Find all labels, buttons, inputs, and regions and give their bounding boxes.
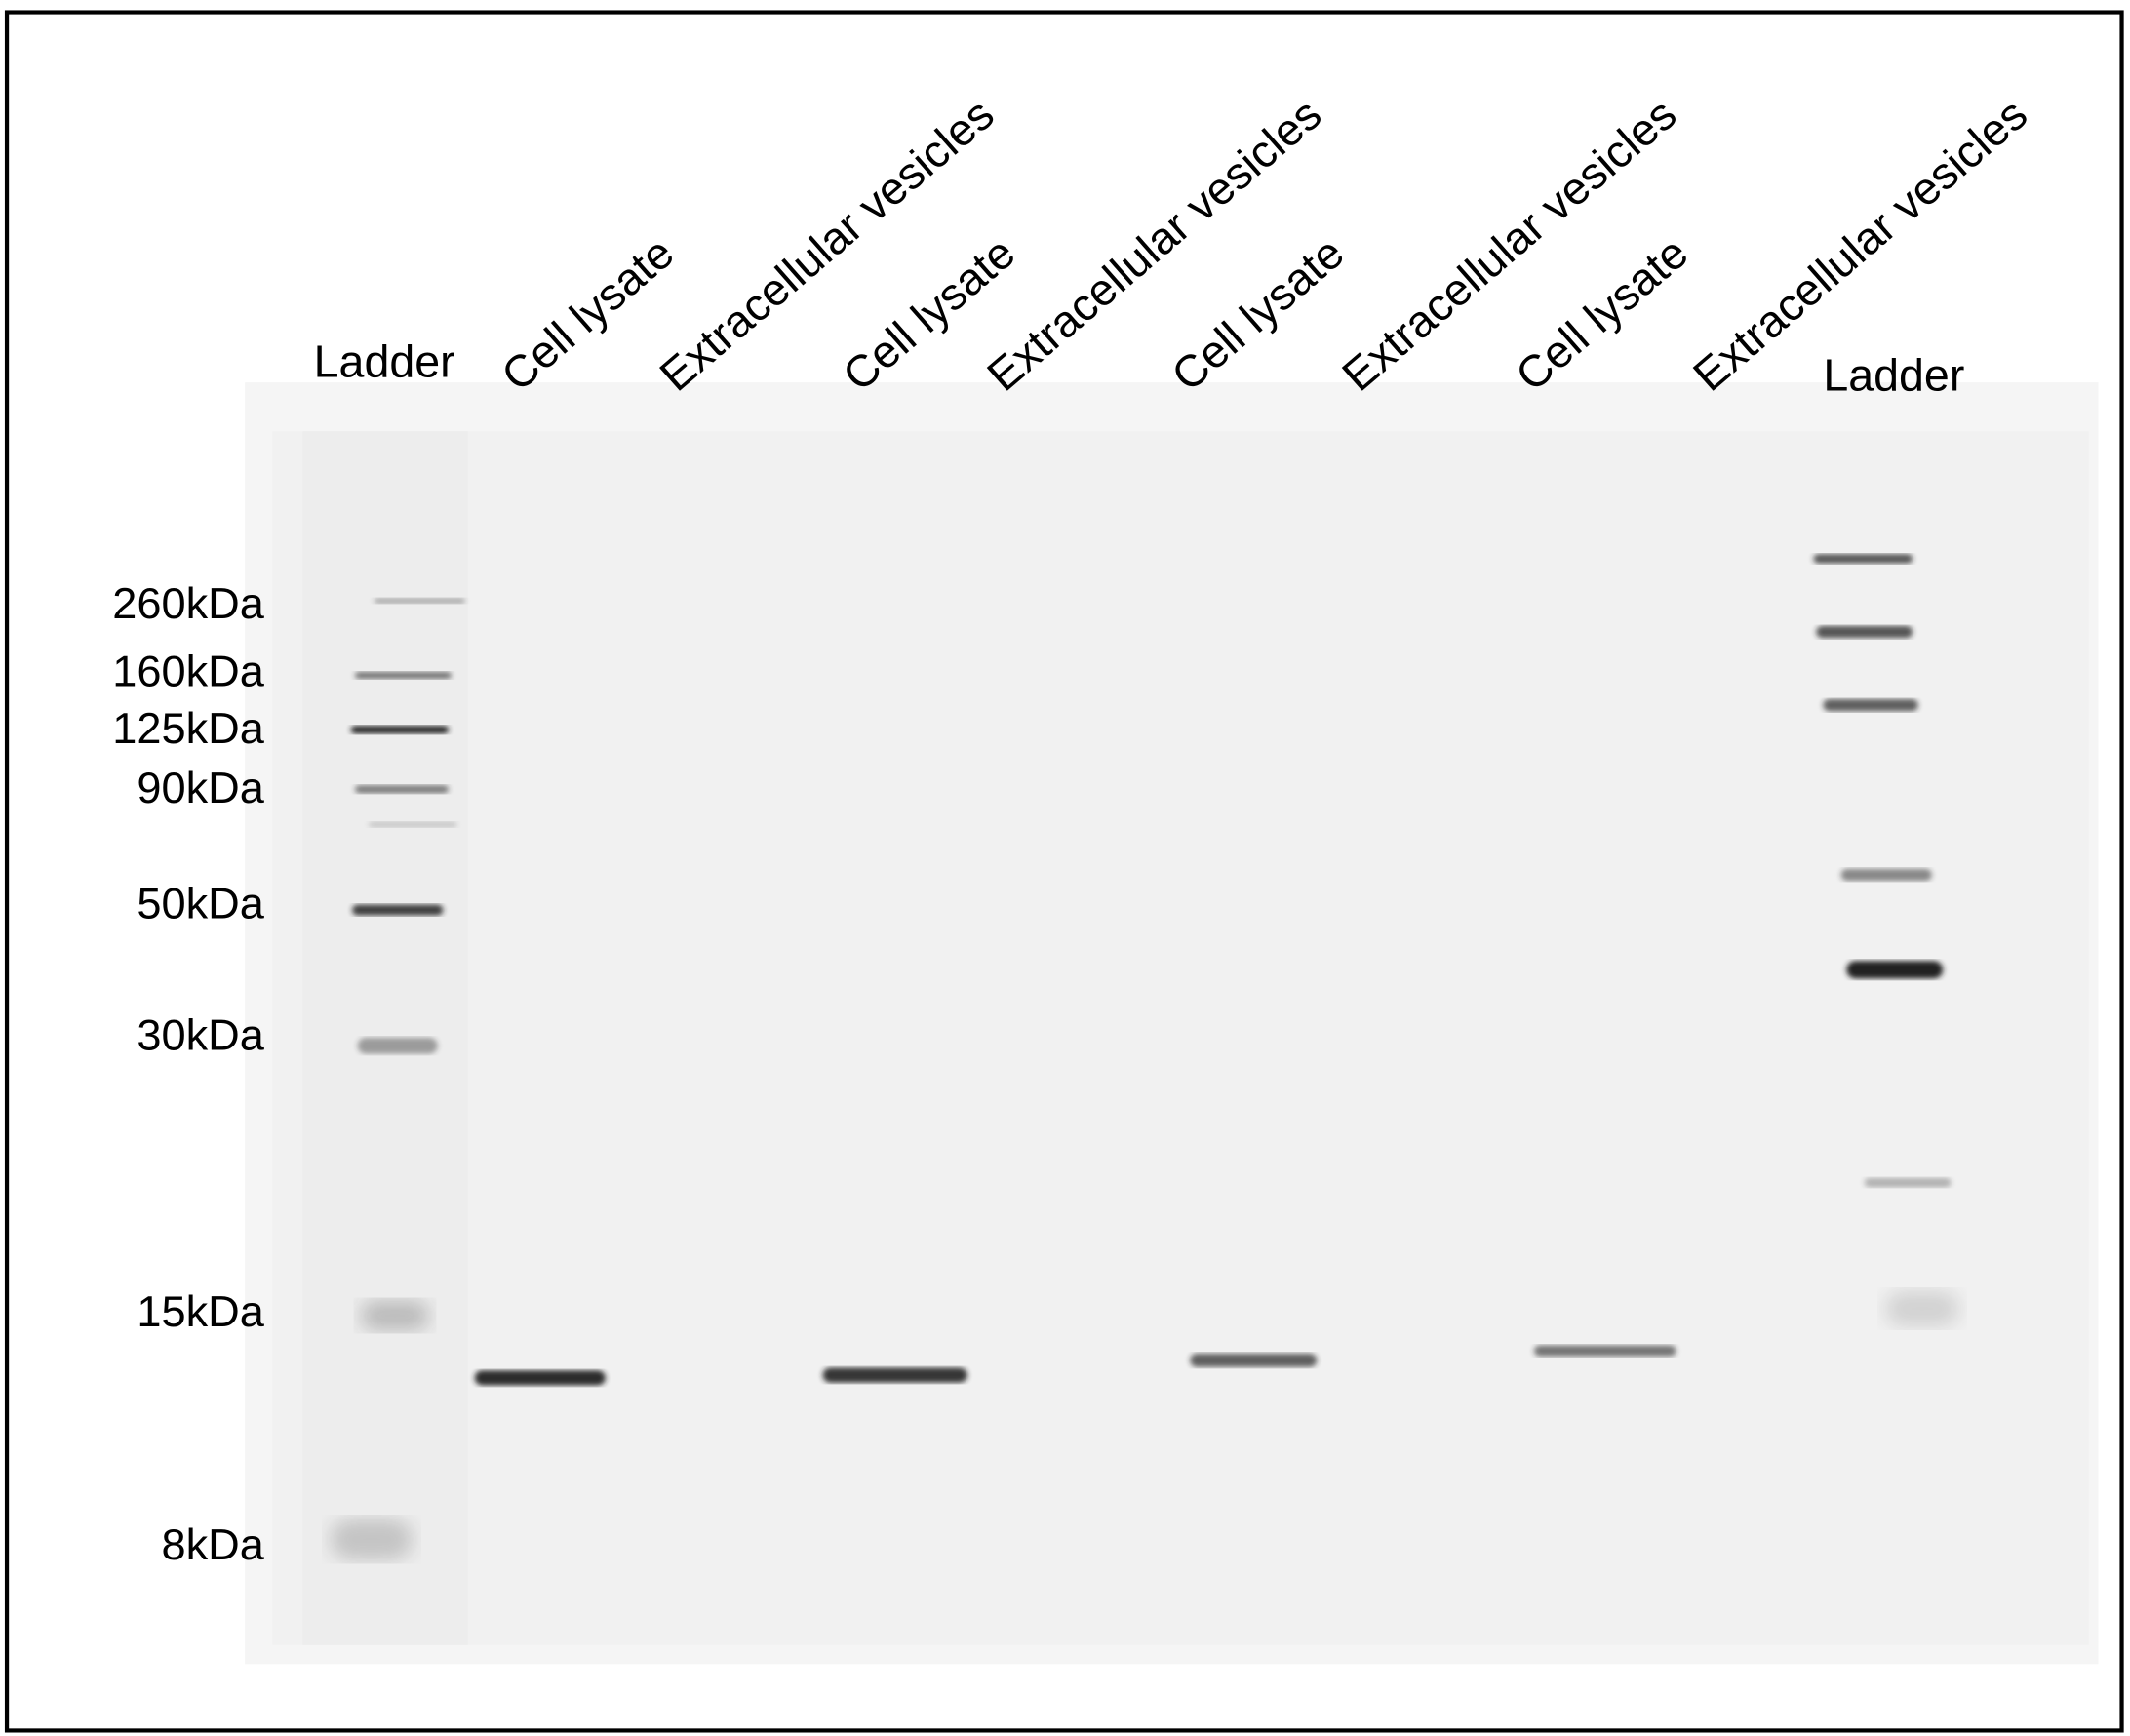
marker-90: 90kDa <box>137 765 264 813</box>
lane-label-ladder-left: Ladder <box>314 336 455 387</box>
bands <box>330 554 1960 1560</box>
gel-body <box>272 431 2089 1645</box>
marker-50: 50kDa <box>137 880 264 928</box>
gel-band <box>360 1300 430 1331</box>
gel-band <box>330 1519 414 1560</box>
gel-band <box>1840 868 1932 882</box>
marker-8: 8kDa <box>162 1521 264 1570</box>
marker-160: 160kDa <box>112 648 264 696</box>
marker-260: 260kDa <box>112 579 264 628</box>
gel-band <box>355 785 449 794</box>
gel-band <box>352 904 444 916</box>
gel-band <box>1884 1290 1960 1327</box>
gel-band <box>1864 1177 1952 1188</box>
gel-band <box>1846 961 1944 979</box>
gel-band <box>357 1037 438 1054</box>
marker-30: 30kDa <box>137 1011 264 1060</box>
marker-125: 125kDa <box>112 704 264 753</box>
marker-15: 15kDa <box>137 1287 264 1336</box>
gel-band <box>474 1370 606 1386</box>
gel-band <box>1813 554 1913 564</box>
lane-label-ladder-right: Ladder <box>1823 350 1964 401</box>
gel-band <box>822 1367 967 1383</box>
gel-band <box>350 725 449 734</box>
gel-band <box>1823 698 1918 712</box>
gel-band <box>374 598 465 604</box>
gel-band <box>1190 1353 1318 1367</box>
gel-band <box>1534 1345 1676 1357</box>
gel-band <box>369 821 457 828</box>
gel-band <box>355 672 452 680</box>
gel-band <box>1816 625 1913 639</box>
